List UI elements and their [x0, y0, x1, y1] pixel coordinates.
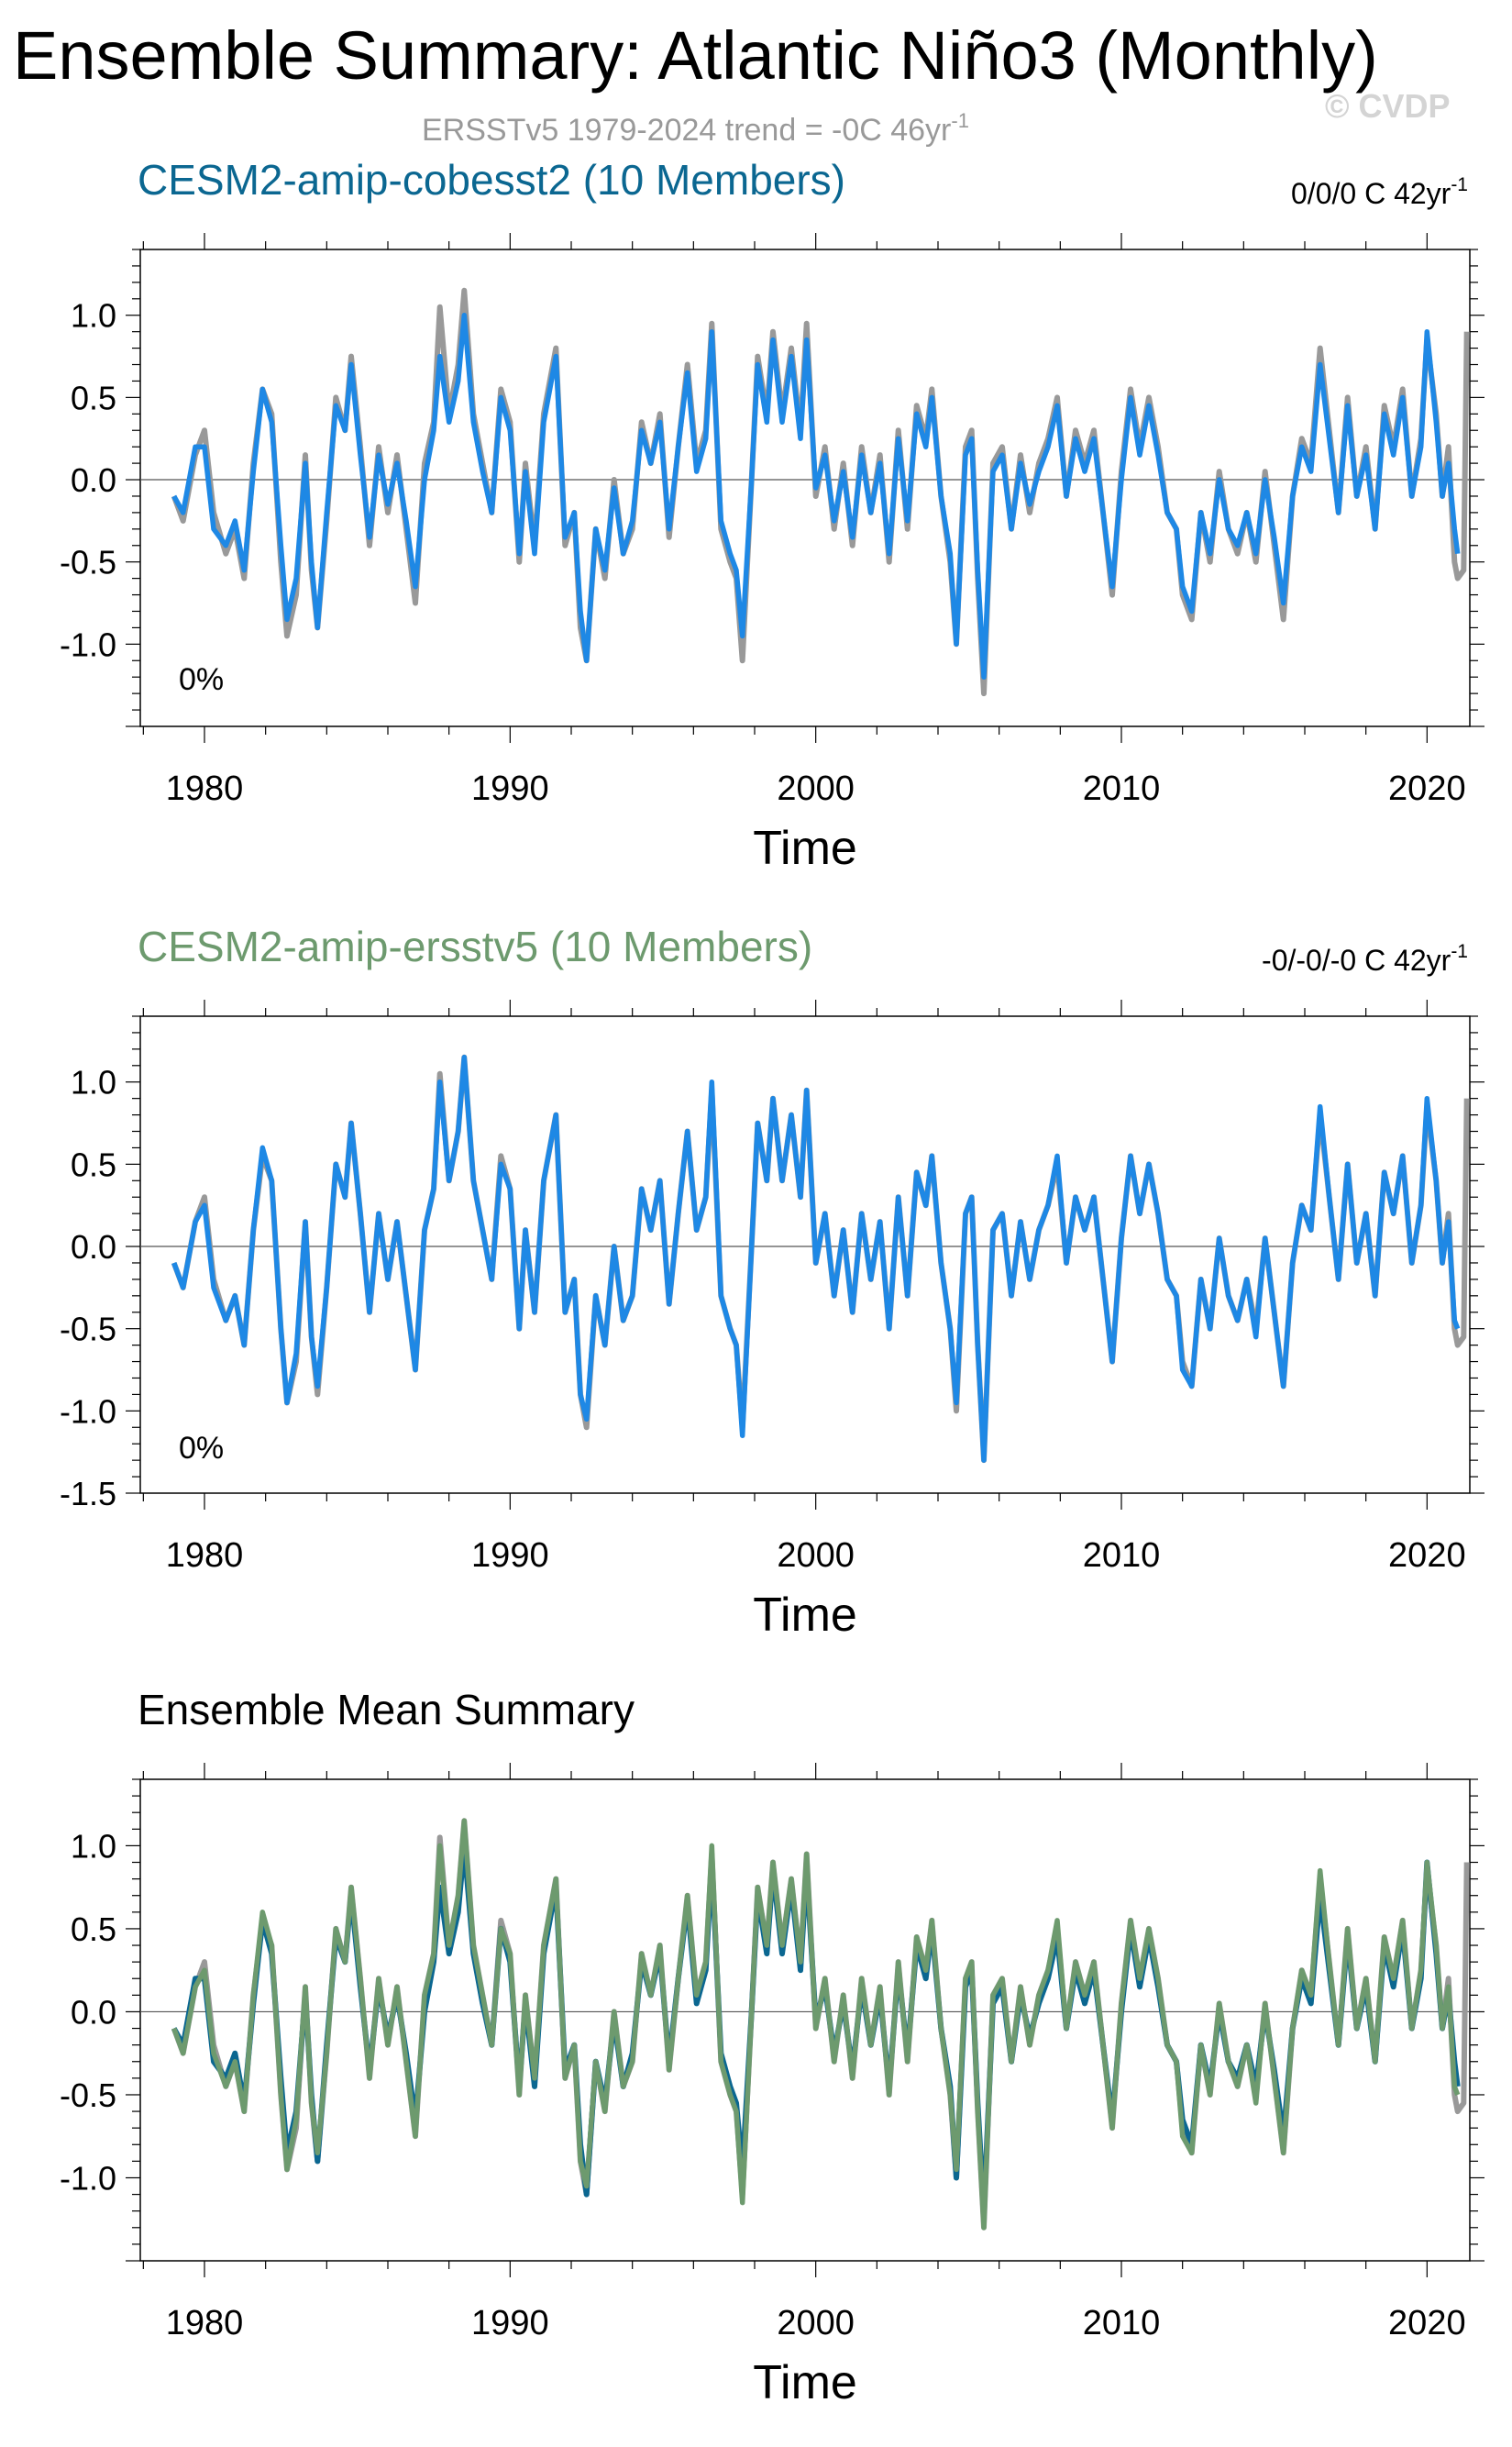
series-line-ersstv5-mean — [171, 1818, 1461, 2231]
y-tick-label: 0.5 — [71, 1146, 116, 1183]
obs-trend-sup: -1 — [951, 109, 969, 132]
y-tick-label: -1.5 — [60, 1475, 116, 1512]
x-tick-label: 2010 — [1083, 1536, 1161, 1575]
y-tick-label: -1.0 — [60, 2159, 116, 2197]
series-line-ersstv5 — [171, 1055, 1461, 1463]
x-axis-label: Time — [753, 1589, 857, 1642]
y-tick-label: 0.0 — [71, 461, 116, 499]
y-tick-label: -1.0 — [60, 626, 116, 663]
series-group — [171, 1054, 1470, 1464]
y-tick-label: 0.0 — [71, 1993, 116, 2031]
x-tick-label: 2000 — [777, 1536, 855, 1575]
panels: CESM2-amip-cobesst2 (10 Members) 0/0/0 C … — [60, 156, 1484, 2409]
y-tick-label: -0.5 — [60, 1311, 116, 1348]
x-axis-label: Time — [753, 2356, 857, 2409]
x-tick-label: 2020 — [1388, 2304, 1466, 2342]
y-tick-label: -0.5 — [60, 544, 116, 581]
watermark: © CVDP — [1325, 87, 1451, 125]
panel-2-trend: -0/-0/-0 C 42yr-1 — [1262, 941, 1468, 977]
x-tick-label: 2020 — [1388, 770, 1466, 808]
panel-3-title: Ensemble Mean Summary — [138, 1686, 635, 1733]
panel-1: CESM2-amip-cobesst2 (10 Members) 0/0/0 C … — [60, 156, 1484, 875]
figure-title: Ensemble Summary: Atlantic Niño3 (Monthl… — [13, 17, 1378, 94]
y-tick-label: 0.0 — [71, 1228, 116, 1266]
y-tick-label: 1.0 — [71, 1064, 116, 1102]
x-tick-label: 1990 — [471, 2304, 549, 2342]
series-line-cobesst2 — [171, 312, 1461, 680]
series-group — [171, 287, 1470, 697]
series-line-obs — [171, 1818, 1470, 2231]
x-tick-label: 1980 — [166, 770, 244, 808]
y-tick-label: 0.5 — [71, 379, 116, 416]
x-tick-label: 1990 — [471, 1536, 549, 1575]
series-line-obs — [171, 287, 1470, 697]
series-group — [171, 1818, 1470, 2231]
percent-label: 0% — [179, 1431, 224, 1466]
panel-1-title: CESM2-amip-cobesst2 (10 Members) — [138, 156, 845, 204]
plot-frame — [139, 1015, 1471, 1494]
obs-trend-label: ERSSTv5 1979-2024 trend = -0C 46yr-1 — [422, 109, 969, 148]
y-tick-label: 1.0 — [71, 297, 116, 335]
panel-3: Ensemble Mean Summary -1.0 -0.5 0.0 0.5 1.0 19… — [60, 1686, 1484, 2409]
panel-2: CESM2-amip-ersstv5 (10 Members) -0/-0/-0 … — [60, 923, 1484, 1642]
x-tick-label: 1980 — [166, 1536, 244, 1575]
plot-frame — [139, 1778, 1471, 2262]
obs-trend-prefix: ERSST — [422, 113, 525, 148]
panel-2-title: CESM2-amip-ersstv5 (10 Members) — [138, 923, 812, 970]
x-tick-label: 1990 — [471, 770, 549, 808]
y-tick-label: 1.0 — [71, 1827, 116, 1865]
plot-frame — [139, 249, 1471, 727]
y-tick-label: -1.0 — [60, 1392, 116, 1430]
x-axis-label: Time — [753, 822, 857, 875]
x-tick-label: 2010 — [1083, 770, 1161, 808]
y-tick-label: -0.5 — [60, 2076, 116, 2114]
x-tick-label: 2000 — [777, 2304, 855, 2342]
x-tick-label: 2020 — [1388, 1536, 1466, 1575]
x-tick-label: 2010 — [1083, 2304, 1161, 2342]
obs-trend-text: v5 1979-2024 trend = -0C 46yr — [525, 113, 951, 148]
x-tick-label: 2000 — [777, 770, 855, 808]
x-tick-label: 1980 — [166, 2304, 244, 2342]
y-tick-label: 0.5 — [71, 1910, 116, 1948]
series-line-obs — [171, 1054, 1470, 1464]
percent-label: 0% — [179, 662, 224, 697]
panel-1-trend: 0/0/0 C 42yr-1 — [1291, 174, 1468, 210]
